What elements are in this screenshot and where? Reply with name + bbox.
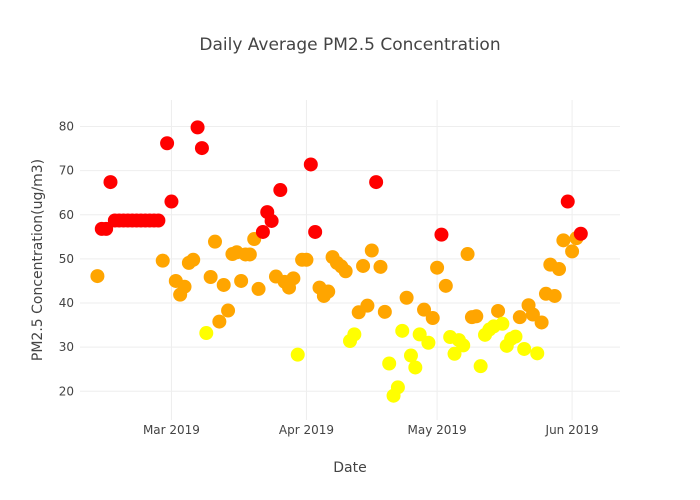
data-point[interactable] [403,348,418,363]
chart-title: Daily Average PM2.5 Concentration [199,35,500,55]
data-point[interactable] [99,221,114,236]
data-point[interactable] [190,120,205,135]
data-point[interactable] [234,273,249,288]
data-point[interactable] [438,278,453,293]
data-point[interactable] [460,247,475,262]
data-point[interactable] [425,311,440,326]
data-point[interactable] [495,316,510,331]
data-point[interactable] [321,284,336,299]
data-point[interactable] [382,356,397,371]
data-point[interactable] [90,269,105,284]
data-point[interactable] [356,258,371,273]
data-point[interactable] [508,329,523,344]
data-point[interactable] [103,175,118,190]
data-point[interactable] [212,314,227,329]
y-axis-title: PM2.5 Concentration(ug/m3) [30,159,46,361]
data-point[interactable] [408,360,423,375]
data-point[interactable] [556,233,571,248]
data-point[interactable] [390,380,405,395]
y-tick-label: 50 [59,252,74,266]
data-point[interactable] [199,326,214,341]
data-point[interactable] [364,243,379,258]
data-point[interactable] [286,271,301,286]
data-point[interactable] [534,315,549,330]
x-tick-label: Mar 2019 [143,423,200,437]
data-point[interactable] [155,253,170,268]
data-point[interactable] [338,264,353,279]
data-point[interactable] [469,309,484,324]
y-tick-label: 30 [59,340,74,354]
y-axis-ticks: 20 30 40 50 60 70 80 [59,119,74,398]
data-point[interactable] [251,281,266,296]
data-point[interactable] [160,136,175,151]
data-points [90,120,588,403]
data-point[interactable] [547,288,562,303]
data-point[interactable] [273,183,288,198]
data-point[interactable] [395,323,410,338]
data-point[interactable] [456,338,471,353]
x-axis-ticks: Mar 2019 Apr 2019 May 2019 Jun 2019 [143,423,599,437]
data-point[interactable] [399,290,414,305]
y-tick-label: 70 [59,164,74,178]
y-tick-label: 60 [59,208,74,222]
data-point[interactable] [360,298,375,313]
data-point[interactable] [434,227,449,242]
data-point[interactable] [517,341,532,356]
data-point[interactable] [430,260,445,275]
y-tick-label: 20 [59,384,74,398]
data-point[interactable] [303,157,318,172]
data-point[interactable] [151,213,166,228]
data-point[interactable] [186,252,201,267]
data-point[interactable] [512,310,527,325]
data-point[interactable] [369,175,384,190]
data-point[interactable] [347,327,362,342]
data-point[interactable] [530,346,545,361]
data-point[interactable] [447,346,462,361]
data-point[interactable] [473,359,488,374]
data-point[interactable] [491,303,506,318]
data-point[interactable] [203,269,218,284]
data-point[interactable] [194,141,209,156]
x-tick-label: May 2019 [408,423,467,437]
x-tick-label: Jun 2019 [545,423,599,437]
y-tick-label: 40 [59,296,74,310]
data-point[interactable] [573,226,588,241]
data-point[interactable] [242,247,257,262]
data-point[interactable] [308,224,323,239]
data-point[interactable] [177,279,192,294]
data-point[interactable] [417,302,432,317]
data-point[interactable] [290,347,305,362]
data-point[interactable] [560,194,575,209]
data-point[interactable] [377,304,392,319]
y-tick-label: 80 [59,119,74,133]
data-point[interactable] [412,327,427,342]
data-point[interactable] [221,303,236,318]
data-point[interactable] [552,262,567,277]
data-point[interactable] [208,234,222,249]
data-point[interactable] [264,213,279,228]
data-point[interactable] [299,252,314,267]
data-point[interactable] [255,224,270,239]
data-point[interactable] [216,277,231,292]
x-tick-label: Apr 2019 [279,423,334,437]
data-point[interactable] [373,259,388,274]
data-point[interactable] [565,244,580,259]
data-point[interactable] [421,335,436,350]
data-point[interactable] [164,194,179,209]
x-axis-title: Date [333,460,366,476]
